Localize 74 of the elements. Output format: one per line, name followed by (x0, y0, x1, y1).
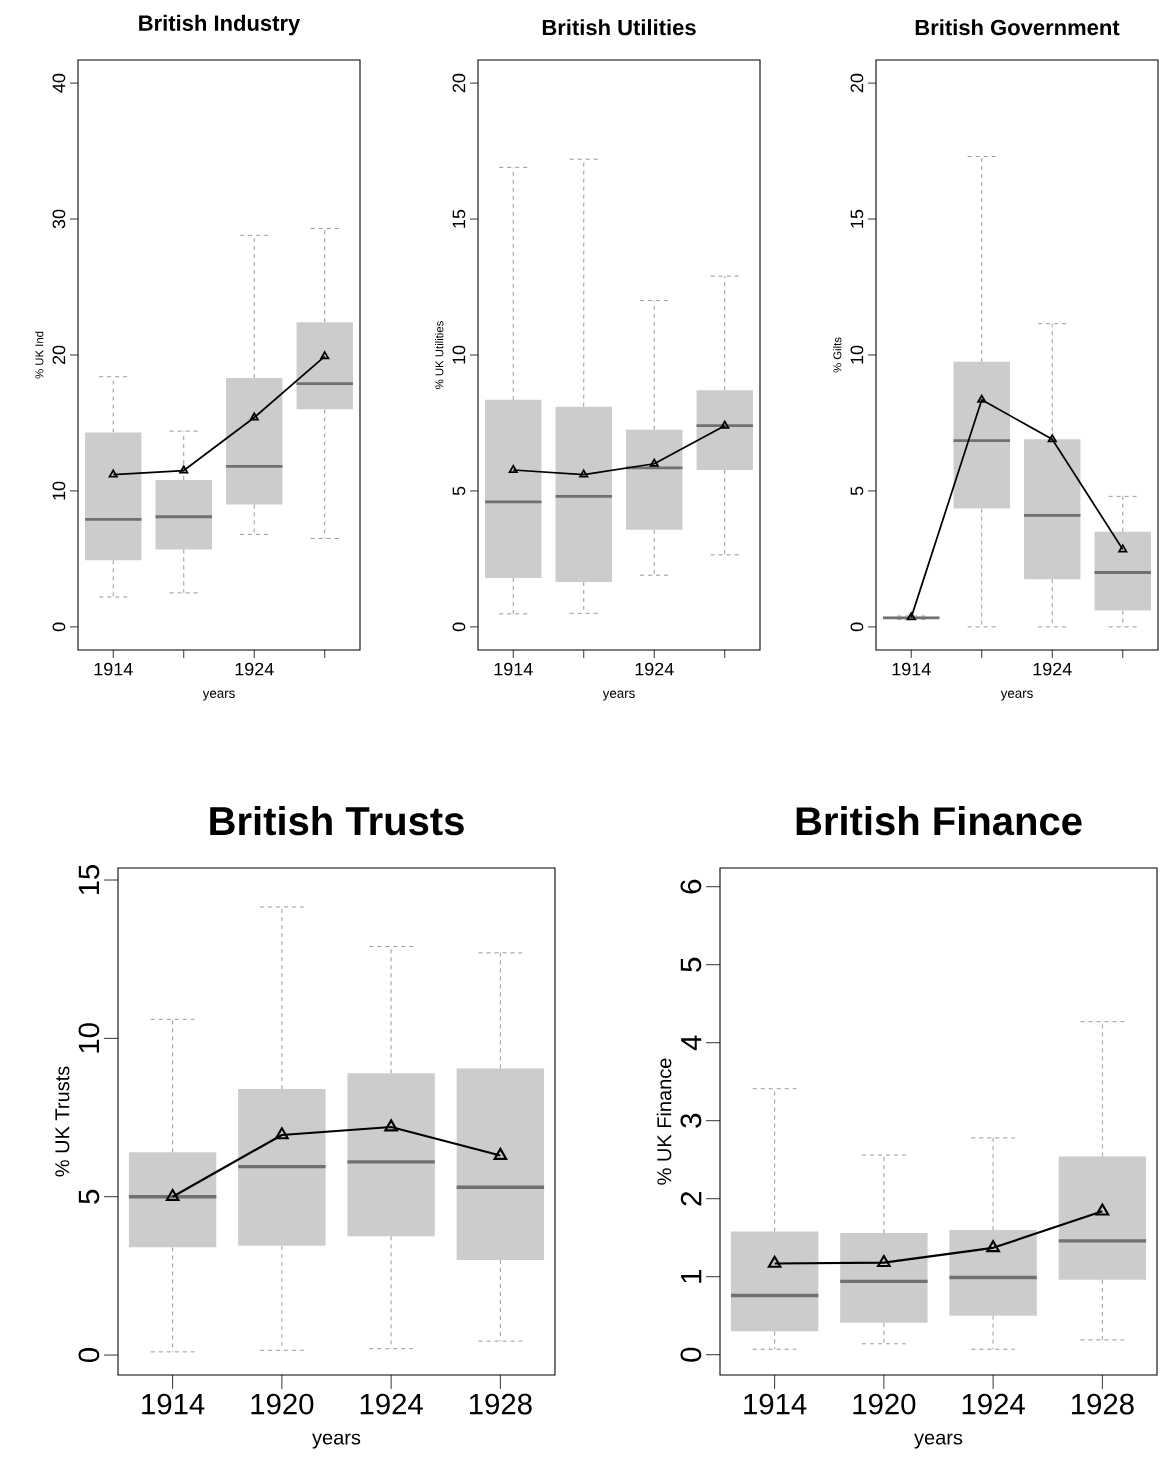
y-axis-title: % UK Utilities (435, 321, 444, 389)
point (179, 465, 189, 474)
y-tick-label: 0 (850, 622, 864, 632)
y-tick-label: 20 (850, 73, 864, 93)
x-tick-label: 1920 (853, 1393, 916, 1415)
chart-title: British Industry (139, 14, 301, 36)
x-tick-label: 1914 (892, 662, 931, 676)
y-tick-label: 5 (452, 486, 466, 496)
y-tick-label: 10 (78, 1023, 100, 1053)
point (165, 1188, 180, 1202)
y-tick-label: 15 (78, 864, 100, 895)
x-tick-label: 1914 (142, 1393, 205, 1415)
x-tick-label: 1914 (494, 662, 533, 676)
point (508, 464, 518, 473)
y-tick-label: 15 (850, 209, 864, 228)
y-axis-title: % UK Trusts (55, 1066, 70, 1177)
point (649, 458, 659, 467)
point (1095, 1203, 1110, 1216)
point (1047, 434, 1057, 443)
point (986, 1240, 1000, 1253)
x-tick-label: 1928 (1071, 1393, 1134, 1415)
point (720, 420, 730, 429)
y-tick-label: 20 (52, 345, 66, 365)
x-axis-title: years (602, 690, 635, 701)
x-tick-label: 1924 (1033, 662, 1072, 676)
x-tick-label: 1924 (235, 662, 274, 676)
y-tick-label: 5 (850, 486, 864, 496)
point (108, 469, 118, 478)
point (275, 1127, 289, 1140)
chart-title: British Government (915, 19, 1120, 36)
y-tick-label: 3 (680, 1113, 702, 1128)
point (1118, 544, 1128, 553)
y-tick-label: 5 (78, 1189, 100, 1204)
y-tick-label: 30 (52, 209, 66, 229)
y-tick-label: 5 (680, 957, 702, 972)
y-tick-label: 0 (78, 1348, 100, 1363)
chart-title: British Finance (796, 805, 1082, 836)
x-axis-title: years (202, 690, 235, 701)
x-tick-label: 1914 (94, 662, 133, 676)
chart-title: British Trusts (210, 805, 464, 836)
point (384, 1119, 398, 1132)
y-tick-label: 10 (850, 345, 864, 364)
y-tick-label: 40 (52, 73, 66, 93)
x-axis-title: years (1000, 690, 1033, 701)
y-tick-label: 10 (452, 345, 466, 364)
y-tick-label: 0 (680, 1347, 702, 1362)
y-tick-label: 4 (681, 1035, 702, 1051)
x-tick-label: 1924 (360, 1393, 423, 1415)
point (767, 1255, 782, 1268)
y-tick-label: 6 (680, 879, 702, 894)
y-tick-label: 0 (52, 622, 66, 632)
x-tick-label: 1920 (251, 1393, 314, 1415)
x-tick-label: 1924 (962, 1393, 1025, 1415)
y-axis-title: % UK Finance (656, 1058, 672, 1185)
x-tick-label: 1928 (469, 1393, 532, 1415)
point (320, 351, 330, 360)
y-tick-label: 15 (452, 209, 466, 228)
point (579, 469, 589, 478)
y-tick-label: 1 (681, 1269, 702, 1283)
y-tick-label: 0 (452, 622, 466, 632)
x-axis-title: years (312, 1433, 361, 1449)
point (493, 1147, 508, 1160)
y-axis-title: % Gilts (833, 337, 842, 373)
x-axis-title: years (914, 1433, 963, 1449)
y-axis-title: % UK Ind (35, 331, 44, 379)
point (877, 1254, 891, 1268)
y-tick-label: 10 (52, 481, 66, 500)
point (249, 412, 259, 421)
point (977, 394, 987, 403)
x-tick-label: 1924 (635, 662, 674, 676)
chart-title: British Utilities (542, 19, 696, 36)
y-tick-label: 20 (452, 73, 466, 93)
x-tick-label: 1914 (744, 1393, 807, 1415)
y-tick-label: 2 (680, 1192, 702, 1206)
